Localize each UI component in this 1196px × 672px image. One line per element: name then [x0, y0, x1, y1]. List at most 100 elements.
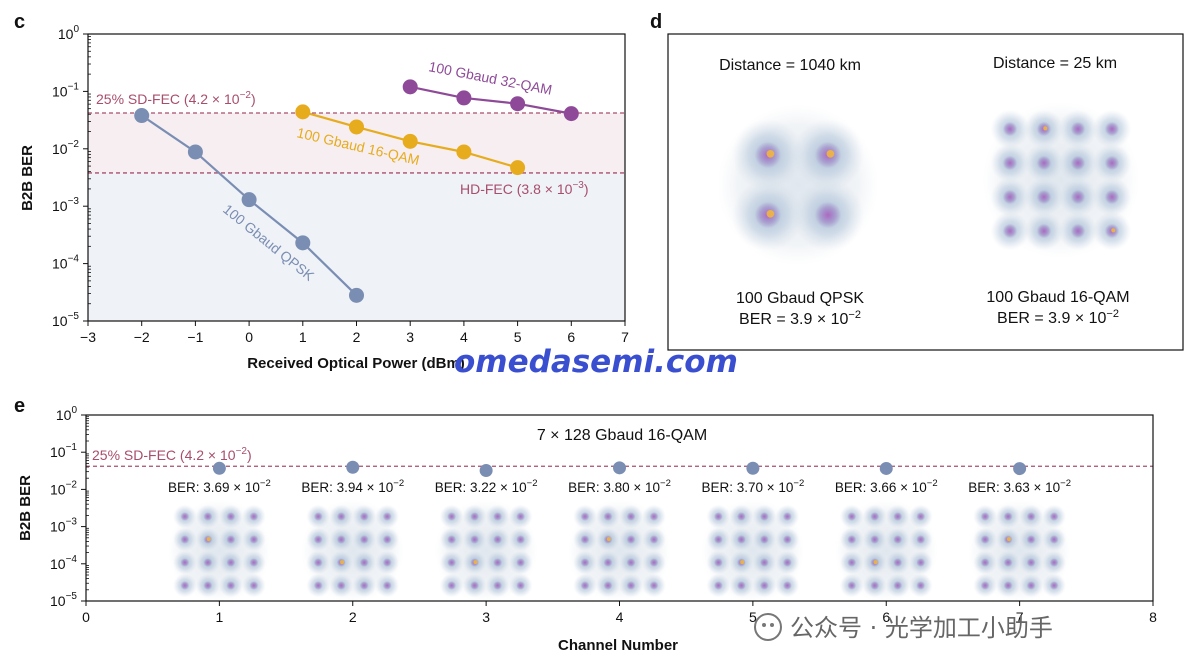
point-qam16-0 — [295, 104, 311, 120]
e-ch5-symbol — [729, 504, 754, 529]
e-ch6-symbol — [908, 550, 933, 575]
e-ch2-symbol — [375, 573, 400, 598]
e-ytick-label: 10−1 — [50, 442, 77, 460]
c-xtick-label: 3 — [406, 329, 414, 345]
c-xtick-label: 1 — [299, 329, 307, 345]
e-xtick-label: 6 — [882, 609, 890, 625]
qam16-symbol — [1092, 143, 1132, 183]
e-ch5-symbol — [775, 550, 800, 575]
e-ch5-symbol — [729, 573, 754, 598]
e-ch5-symbol — [775, 527, 800, 552]
e-ch3-symbol — [485, 527, 510, 552]
e-ch5-noise-cloud — [701, 499, 805, 603]
e-ch3-symbol — [508, 527, 533, 552]
e-ch5-symbol — [752, 527, 777, 552]
chart-e-title: 7 × 128 Gbaud 16-QAM — [537, 427, 707, 444]
hd-fec-label: HD-FEC (3.8 × 10−3) — [460, 180, 589, 197]
qam16-symbol — [1092, 177, 1132, 217]
e-ch4-symbol — [573, 527, 597, 552]
e-ytick-label: 10−4 — [50, 554, 77, 572]
e-ch4-symbol — [573, 550, 597, 575]
qpsk-symbol — [792, 119, 864, 191]
c-ytick-label: 100 — [58, 24, 80, 42]
e-ber-label-ch2: BER: 3.94 × 10−2 — [301, 478, 404, 495]
wechat-icon — [754, 613, 782, 641]
c-ytick-label: 10−1 — [52, 81, 79, 99]
e-ch7-noise-cloud — [968, 499, 1071, 603]
e-ch4-symbol — [596, 527, 620, 552]
chart-e: BER: 3.69 × 10−2 BER: 3.94 × 10−2 BER: 3.2… — [17, 405, 1157, 654]
c-xtick-label: 4 — [460, 329, 468, 345]
e-ch3-symbol — [485, 550, 510, 575]
e-point-ch7 — [1013, 462, 1027, 476]
e-ch7-symbol — [973, 550, 998, 575]
e-ch7-symbol — [996, 504, 1021, 529]
point-qam32-2 — [510, 96, 526, 112]
e-ch1-symbol — [218, 527, 243, 552]
d-qpsk-ber: BER = 3.9 × 10−2 — [739, 309, 861, 328]
point-qam16-3 — [456, 144, 472, 160]
e-ch6-symbol — [908, 504, 933, 529]
chart-e-ylabel: B2B BER — [17, 475, 34, 541]
e-ch4-symbol — [596, 573, 620, 598]
e-ch2-symbol — [329, 527, 354, 552]
e-ch6-symbol — [839, 573, 864, 598]
e-ber-label-ch3: BER: 3.22 × 10−2 — [435, 478, 538, 495]
e-sd-fec-label: 25% SD-FEC (4.2 × 10−2) — [92, 446, 252, 463]
c-ytick-label: 10−2 — [52, 139, 79, 157]
e-ch7-symbol — [1019, 573, 1044, 598]
e-ber-label-ch4: BER: 3.80 × 10−2 — [568, 478, 671, 495]
e-ch5-symbol — [729, 550, 754, 575]
e-ch1-symbol — [172, 573, 197, 598]
e-ch5-symbol — [706, 504, 731, 529]
e-ch2-symbol — [306, 504, 331, 529]
c-xtick-label: 0 — [245, 329, 253, 345]
qam16-symbol — [990, 109, 1030, 149]
e-ch5-symbol — [775, 504, 800, 529]
e-ch4-symbol — [619, 504, 643, 529]
e-ch7-symbol — [1042, 573, 1067, 598]
qpsk-symbol — [732, 179, 804, 251]
e-xtick-label: 8 — [1149, 609, 1157, 625]
e-point-ch1 — [212, 461, 226, 475]
e-ch6-symbol — [885, 573, 910, 598]
e-ch5-symbol — [706, 573, 731, 598]
e-ch6-symbol — [862, 573, 887, 598]
watermark-wechat: 公众号 · 光学加工小助手 — [754, 613, 1053, 642]
point-qam16-1 — [349, 119, 364, 135]
e-ch2-symbol — [352, 504, 377, 529]
e-ber-label-ch7: BER: 3.63 × 10−2 — [968, 478, 1071, 495]
e-ch6-symbol — [862, 527, 887, 552]
panel-label-e: e — [14, 395, 25, 417]
e-ch1-symbol — [241, 573, 266, 598]
point-qam16-4 — [510, 160, 526, 176]
qpsk-noise-cloud — [717, 104, 879, 266]
c-xtick-label: 7 — [621, 329, 629, 345]
qam16-symbol — [1058, 177, 1098, 217]
e-ch2-symbol — [352, 573, 377, 598]
e-ch6-symbol — [908, 527, 933, 552]
qam16-symbol — [1058, 109, 1098, 149]
e-ch3-symbol — [439, 527, 464, 552]
e-ch3-noise-cloud — [434, 499, 538, 603]
e-ch3-symbol — [485, 504, 510, 529]
e-point-ch6 — [879, 461, 893, 475]
e-ch4-symbol — [619, 550, 643, 575]
e-ch4-symbol — [573, 573, 597, 598]
e-ch1-symbol — [195, 504, 220, 529]
e-xtick-label: 0 — [82, 609, 90, 625]
e-ber-label-ch5: BER: 3.70 × 10−2 — [701, 478, 804, 495]
e-ch4-symbol — [573, 504, 597, 529]
qam16-symbol — [1024, 211, 1064, 251]
point-qam32-3 — [563, 106, 579, 122]
e-ch4-symbol — [642, 550, 666, 575]
e-ch7-symbol — [1019, 504, 1044, 529]
e-xtick-label: 3 — [482, 609, 490, 625]
e-ch1-symbol — [172, 550, 197, 575]
panel-d-constellations: Distance = 1040 km Distance = 25 km 100 … — [667, 33, 1184, 351]
qam16-symbol — [1024, 143, 1064, 183]
e-ch1-symbol — [195, 573, 220, 598]
e-ch5-symbol — [752, 504, 777, 529]
